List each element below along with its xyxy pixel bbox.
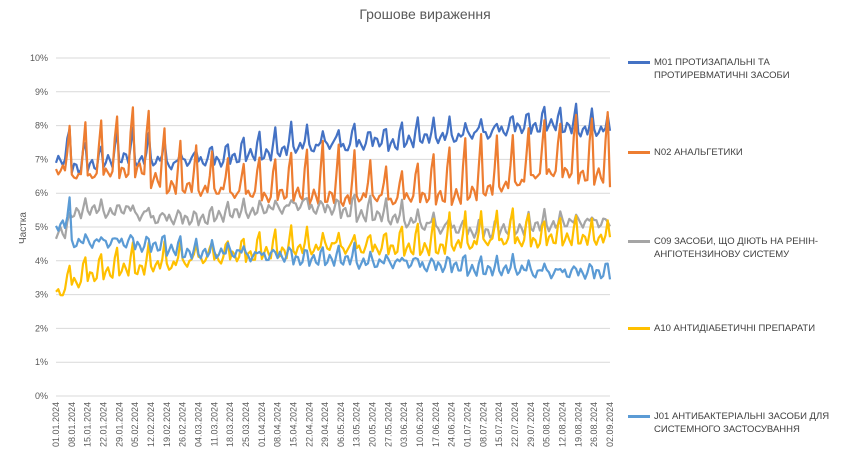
- x-tick-label: 12.02.2024: [146, 402, 156, 447]
- y-tick-label: 10%: [30, 53, 48, 63]
- gridlines: [56, 57, 610, 397]
- y-tick-label: 9%: [35, 87, 48, 97]
- legend-swatch-n02: [628, 151, 650, 154]
- legend-swatch-a10: [628, 327, 650, 330]
- series-lines: [54, 102, 612, 297]
- x-tick-label: 08.07.2024: [478, 402, 488, 447]
- x-tick-label: 19.02.2024: [162, 402, 172, 447]
- y-tick-label: 6%: [35, 188, 48, 198]
- legend-label-c09: C09 ЗАСОБИ, ЩО ДІЮТЬ НА РЕНІН-АНГІОТЕНЗИ…: [654, 236, 819, 260]
- legend-item-a10[interactable]: A10 АНТИДІАБЕТИЧНІ ПРЕПАРАТИ: [628, 322, 848, 335]
- x-tick-label: 22.04.2024: [304, 402, 314, 447]
- x-tick-label: 13.05.2024: [352, 402, 362, 447]
- legend-swatch-j01: [628, 415, 650, 418]
- x-tick-label: 01.01.2024: [51, 402, 61, 447]
- x-tick-label: 18.03.2024: [225, 402, 235, 447]
- x-tick-label: 05.08.2024: [542, 402, 552, 447]
- y-tick-label: 5%: [35, 222, 48, 232]
- x-tick-label: 15.04.2024: [288, 402, 298, 447]
- x-tick-label: 12.08.2024: [558, 402, 568, 447]
- legend-label-m01: M01 ПРОТИЗАПАЛЬНІ ТА ПРОТИРЕВМАТИЧНІ ЗАС…: [654, 57, 790, 81]
- x-tick-label: 24.06.2024: [447, 402, 457, 447]
- y-tick-label: 4%: [35, 256, 48, 266]
- x-tick-label: 26.02.2024: [178, 402, 188, 447]
- x-tick-label: 04.03.2024: [193, 402, 203, 447]
- y-axis-ticks: 0% 1% 2% 3% 4% 5% 6% 7% 8% 9% 10%: [30, 53, 48, 401]
- x-tick-label: 27.05.2024: [383, 402, 393, 447]
- x-tick-label: 08.01.2024: [67, 402, 77, 447]
- y-tick-label: 0%: [35, 391, 48, 401]
- y-tick-label: 8%: [35, 121, 48, 131]
- x-tick-label: 22.07.2024: [510, 402, 520, 447]
- y-tick-label: 3%: [35, 290, 48, 300]
- legend-label-n02: N02 АНАЛЬГЕТИКИ: [654, 147, 743, 158]
- x-tick-label: 29.04.2024: [320, 402, 330, 447]
- x-tick-label: 02.09.2024: [605, 402, 615, 447]
- legend-swatch-c09: [628, 240, 650, 243]
- y-tick-label: 7%: [35, 154, 48, 164]
- x-tick-label: 08.04.2024: [273, 402, 283, 447]
- x-tick-label: 19.08.2024: [573, 402, 583, 447]
- y-tick-label: 2%: [35, 323, 48, 333]
- x-tick-label: 22.01.2024: [98, 402, 108, 447]
- x-tick-label: 25.03.2024: [241, 402, 251, 447]
- legend-item-n02[interactable]: N02 АНАЛЬГЕТИКИ: [628, 146, 848, 159]
- series-line-4: [55, 196, 612, 280]
- x-tick-label: 29.01.2024: [114, 402, 124, 447]
- series-line-1: [54, 106, 612, 207]
- y-tick-label: 1%: [35, 357, 48, 367]
- legend-item-c09[interactable]: C09 ЗАСОБИ, ЩО ДІЮТЬ НА РЕНІН-АНГІОТЕНЗИ…: [628, 235, 848, 261]
- x-tick-label: 15.01.2024: [83, 402, 93, 447]
- y-axis-title: Частка: [18, 212, 29, 244]
- x-axis-ticks: 01.01.2024 08.01.2024 15.01.2024 22.01.2024…: [51, 402, 615, 447]
- x-tick-label: 15.07.2024: [494, 402, 504, 447]
- x-tick-label: 05.02.2024: [130, 402, 140, 447]
- legend-item-m01[interactable]: M01 ПРОТИЗАПАЛЬНІ ТА ПРОТИРЕВМАТИЧНІ ЗАС…: [628, 56, 848, 82]
- chart-title: Грошове вираження: [359, 6, 490, 22]
- legend-label-a10: A10 АНТИДІАБЕТИЧНІ ПРЕПАРАТИ: [654, 323, 816, 334]
- legend-swatch-m01: [628, 61, 650, 64]
- x-tick-label: 29.07.2024: [526, 402, 536, 447]
- x-tick-label: 20.05.2024: [368, 402, 378, 447]
- x-tick-label: 03.06.2024: [399, 402, 409, 447]
- series-line-2: [54, 193, 611, 240]
- x-tick-label: 06.05.2024: [336, 402, 346, 447]
- x-tick-label: 10.06.2024: [415, 402, 425, 447]
- legend-label-j01: J01 АНТИБАКТЕРІАЛЬНІ ЗАСОБИ ДЛЯ СИСТЕМНО…: [654, 411, 830, 435]
- series-line-3: [55, 207, 612, 297]
- x-tick-label: 11.03.2024: [209, 402, 219, 446]
- x-tick-label: 01.04.2024: [257, 402, 267, 447]
- x-tick-label: 17.06.2024: [431, 402, 441, 447]
- x-tick-label: 01.07.2024: [463, 402, 473, 447]
- series-line-0: [54, 102, 612, 174]
- x-tick-label: 26.08.2024: [589, 402, 599, 447]
- legend-item-j01[interactable]: J01 АНТИБАКТЕРІАЛЬНІ ЗАСОБИ ДЛЯ СИСТЕМНО…: [628, 410, 848, 436]
